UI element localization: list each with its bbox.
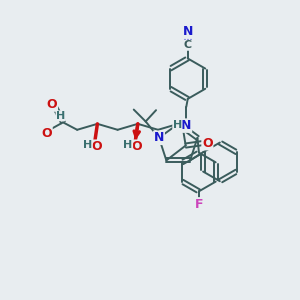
Text: C: C xyxy=(184,40,192,50)
Text: N: N xyxy=(181,119,191,132)
Text: O: O xyxy=(91,140,102,153)
Text: N: N xyxy=(154,131,164,144)
Text: O: O xyxy=(47,98,57,111)
Text: O: O xyxy=(202,137,213,150)
Text: O: O xyxy=(41,127,52,140)
Text: F: F xyxy=(195,198,203,211)
Text: H: H xyxy=(83,140,92,150)
Text: H: H xyxy=(56,111,65,121)
Text: N: N xyxy=(183,25,193,38)
Text: H: H xyxy=(173,120,182,130)
Text: O: O xyxy=(132,140,142,153)
Text: H: H xyxy=(123,140,133,150)
